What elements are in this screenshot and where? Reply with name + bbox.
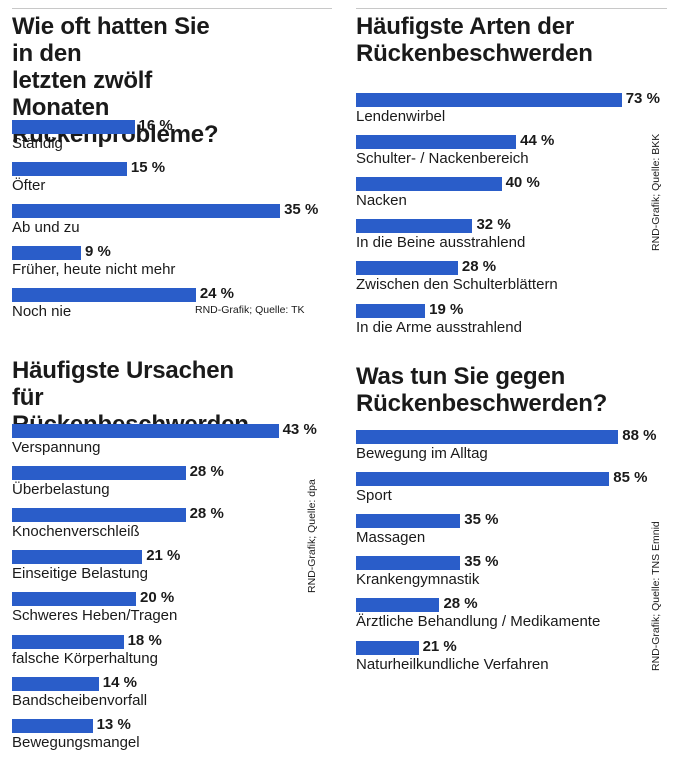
top-rule-left [12,8,332,9]
source-note: RND-Grafik; Quelle: dpa [306,479,318,593]
bar-value-label: 28 % [443,595,478,613]
bar [12,424,279,438]
category-label: Nacken [356,192,407,210]
bar-value-label: 88 % [622,427,657,444]
category-label: Bewegungsmangel [12,733,140,751]
category-label: Öfter [12,177,46,195]
bar [12,634,124,649]
category-label: Noch nie [12,303,72,321]
bar [356,430,619,444]
bar [356,472,610,487]
bar-value-label: 85 % [613,469,648,487]
category-label: Bandscheibenvorfall [12,691,148,709]
category-label: Lendenwirbel [356,108,446,125]
bar-value-label: 14 % [102,673,137,691]
category-label: In die Arme ausstrahlend [356,318,522,336]
category-label: Ab und zu [12,219,80,237]
bar-value-label: 9 % [84,243,111,261]
top-rule-right [356,8,667,9]
bar [12,550,143,565]
bar-value-label: 19 % [429,300,464,318]
bar [356,261,458,276]
category-label: Zwischen den Schulterblättern [356,276,558,294]
bar-value-label: 40 % [505,174,540,192]
bar-value-label: 28 % [189,505,224,523]
bar-value-label: 21 % [422,637,457,655]
bar-value-label: 28 % [461,258,497,276]
bar [12,508,186,523]
chart-title: Wie oft hatten Sie in den letzten zwölf … [12,13,219,148]
bar-value-label: 21 % [146,547,181,565]
bar [12,466,186,481]
bar-value-label: 16 % [138,117,173,134]
category-label: In die Beine ausstrahlend [356,234,526,252]
bar [356,640,419,655]
bar-value-label: 35 % [464,553,499,571]
bar-value-label: 35 % [284,201,319,219]
bar [12,288,196,303]
bar [356,303,426,318]
bar [356,514,461,529]
chart-title: Was tun Sie gegen Rückenbeschwerden? [356,363,608,417]
bar [12,204,281,219]
bar-value-label: 28 % [189,463,224,481]
bar-value-label: 15 % [130,159,166,177]
bar [12,718,93,733]
category-label: Früher, heute nicht mehr [12,261,176,279]
bar-value-label: 18 % [127,631,162,649]
bar [356,177,502,192]
bar-value-label: 43 % [282,421,317,438]
bar [12,246,81,261]
bar-value-label: 35 % [464,511,499,529]
source-note: RND-Grafik; Quelle: TNS Emnid [650,521,662,671]
category-label: Knochenverschleiß [12,523,140,541]
bar-value-label: 24 % [199,285,235,303]
bar [356,135,517,150]
category-label: falsche Körperhaltung [12,649,158,667]
bar [356,93,622,107]
category-label: Bewegung im Alltag [356,445,488,462]
category-label: Ständig [12,135,63,152]
bar [12,162,127,177]
bar-value-label: 13 % [96,715,131,733]
bar [356,598,440,613]
source-note: RND-Grafik; Quelle: TK [195,304,305,316]
bar [12,592,136,607]
category-label: Sport [356,487,392,505]
bar [12,120,135,134]
bar [356,556,461,571]
source-note: RND-Grafik; Quelle: BKK [650,133,662,251]
bar-value-label: 32 % [476,216,511,234]
category-label: Naturheilkundliche Verfahren [356,655,549,673]
bar [12,676,99,691]
category-label: Überbelastung [12,481,110,499]
category-label: Krankengymnastik [356,571,480,589]
chart-title: Häufigste Arten der Rückenbeschwerden [356,13,593,67]
bar-value-label: 20 % [140,589,175,607]
category-label: Massagen [356,529,426,547]
bar-value-label: 73 % [625,90,660,107]
category-label: Einseitige Belastung [12,565,148,583]
category-label: Ärztliche Behandlung / Medikamente [356,613,601,631]
bar-value-label: 44 % [520,132,555,150]
category-label: Schulter- / Nackenbereich [356,150,529,168]
category-label: Verspannung [12,439,101,456]
category-label: Schweres Heben/Tragen [12,607,178,625]
bar [356,219,473,234]
